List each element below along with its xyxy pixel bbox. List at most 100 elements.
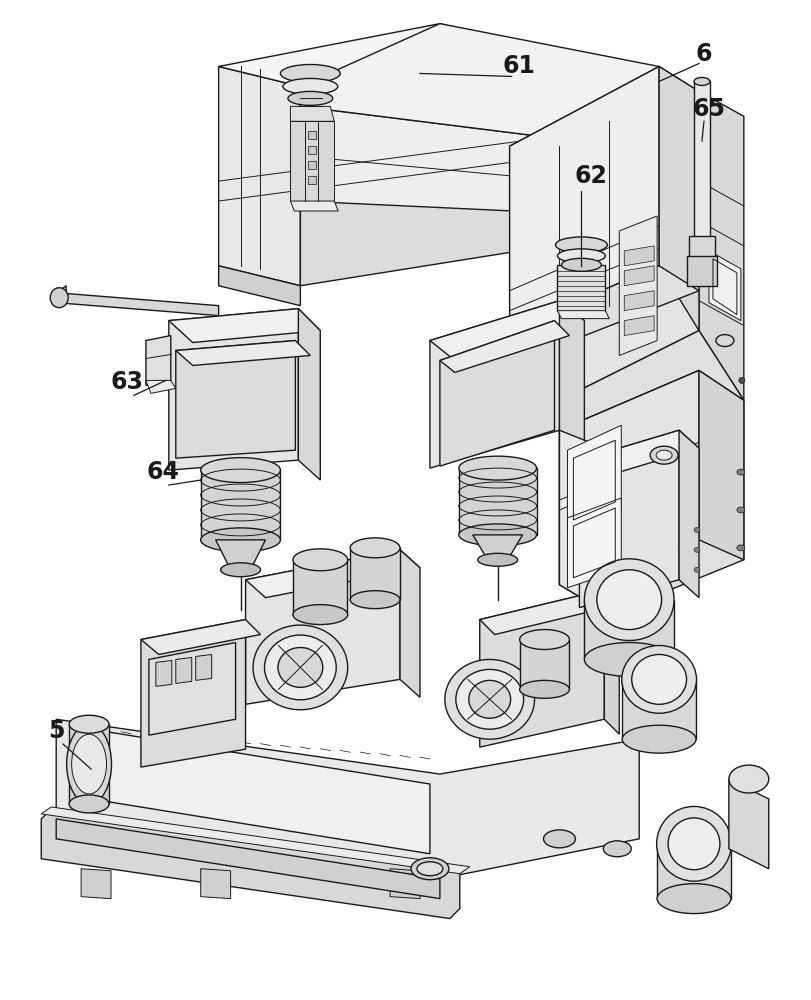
Ellipse shape xyxy=(459,456,537,480)
Polygon shape xyxy=(557,265,605,311)
Polygon shape xyxy=(141,620,260,654)
Polygon shape xyxy=(622,679,696,739)
Ellipse shape xyxy=(556,237,607,253)
Ellipse shape xyxy=(50,288,68,308)
Polygon shape xyxy=(219,266,300,306)
Ellipse shape xyxy=(694,547,700,552)
Ellipse shape xyxy=(293,605,348,625)
Ellipse shape xyxy=(283,78,337,94)
Polygon shape xyxy=(568,425,621,532)
Polygon shape xyxy=(657,844,731,899)
Polygon shape xyxy=(246,550,400,704)
Ellipse shape xyxy=(657,884,731,914)
Text: 64: 64 xyxy=(147,460,179,484)
Ellipse shape xyxy=(411,858,448,880)
Text: 61: 61 xyxy=(502,54,535,78)
Bar xyxy=(689,236,715,258)
Ellipse shape xyxy=(737,545,744,551)
Polygon shape xyxy=(56,819,440,899)
Polygon shape xyxy=(604,590,620,734)
Ellipse shape xyxy=(622,725,696,753)
Polygon shape xyxy=(440,321,569,372)
Ellipse shape xyxy=(278,647,323,687)
Polygon shape xyxy=(430,301,560,468)
Text: 65: 65 xyxy=(693,97,726,121)
Polygon shape xyxy=(709,251,740,321)
Ellipse shape xyxy=(585,643,674,676)
Polygon shape xyxy=(679,430,699,598)
Polygon shape xyxy=(300,106,620,216)
Polygon shape xyxy=(620,216,657,355)
Ellipse shape xyxy=(293,549,348,571)
Ellipse shape xyxy=(478,553,517,566)
Polygon shape xyxy=(81,869,111,899)
Ellipse shape xyxy=(557,249,605,263)
Ellipse shape xyxy=(603,841,631,857)
Polygon shape xyxy=(300,24,659,146)
Ellipse shape xyxy=(350,591,400,609)
Polygon shape xyxy=(300,44,520,286)
Ellipse shape xyxy=(737,469,744,475)
Ellipse shape xyxy=(737,507,744,513)
Ellipse shape xyxy=(520,630,569,649)
Polygon shape xyxy=(699,91,744,400)
Ellipse shape xyxy=(69,795,109,813)
Polygon shape xyxy=(200,470,281,540)
Polygon shape xyxy=(729,779,769,869)
Ellipse shape xyxy=(469,680,511,718)
Polygon shape xyxy=(216,540,265,570)
Polygon shape xyxy=(41,807,470,874)
Polygon shape xyxy=(560,370,699,430)
Polygon shape xyxy=(624,316,654,336)
Polygon shape xyxy=(624,291,654,311)
Polygon shape xyxy=(480,590,620,635)
Ellipse shape xyxy=(694,77,710,85)
Polygon shape xyxy=(473,535,522,560)
Polygon shape xyxy=(195,654,212,680)
Polygon shape xyxy=(624,266,654,286)
Polygon shape xyxy=(146,380,176,393)
Polygon shape xyxy=(699,370,744,560)
Ellipse shape xyxy=(668,818,720,870)
Ellipse shape xyxy=(656,450,672,460)
Ellipse shape xyxy=(650,446,678,464)
Polygon shape xyxy=(560,370,744,615)
Polygon shape xyxy=(246,550,420,598)
Ellipse shape xyxy=(69,715,109,733)
Polygon shape xyxy=(509,266,699,346)
Ellipse shape xyxy=(264,635,337,700)
Ellipse shape xyxy=(71,734,106,794)
Ellipse shape xyxy=(657,806,732,881)
Polygon shape xyxy=(146,336,171,385)
Ellipse shape xyxy=(729,765,769,793)
Ellipse shape xyxy=(739,377,744,383)
Polygon shape xyxy=(585,600,674,659)
Polygon shape xyxy=(219,66,300,286)
Polygon shape xyxy=(440,321,555,466)
Ellipse shape xyxy=(632,654,687,704)
Polygon shape xyxy=(520,640,569,689)
Polygon shape xyxy=(560,331,744,460)
Polygon shape xyxy=(557,311,609,319)
Polygon shape xyxy=(308,146,316,154)
Polygon shape xyxy=(294,560,347,615)
Polygon shape xyxy=(659,66,699,331)
Polygon shape xyxy=(149,643,235,735)
Polygon shape xyxy=(480,590,604,747)
Ellipse shape xyxy=(561,258,601,271)
Ellipse shape xyxy=(288,91,333,105)
Ellipse shape xyxy=(520,680,569,698)
Polygon shape xyxy=(560,370,699,585)
Polygon shape xyxy=(176,657,191,683)
Ellipse shape xyxy=(694,527,700,532)
Ellipse shape xyxy=(350,538,400,558)
Ellipse shape xyxy=(597,570,662,630)
Text: 63: 63 xyxy=(110,370,144,394)
Polygon shape xyxy=(390,869,420,899)
Ellipse shape xyxy=(253,625,348,710)
Ellipse shape xyxy=(281,64,341,82)
Ellipse shape xyxy=(585,559,674,641)
Polygon shape xyxy=(290,121,334,201)
Polygon shape xyxy=(219,24,520,86)
Polygon shape xyxy=(350,548,400,600)
